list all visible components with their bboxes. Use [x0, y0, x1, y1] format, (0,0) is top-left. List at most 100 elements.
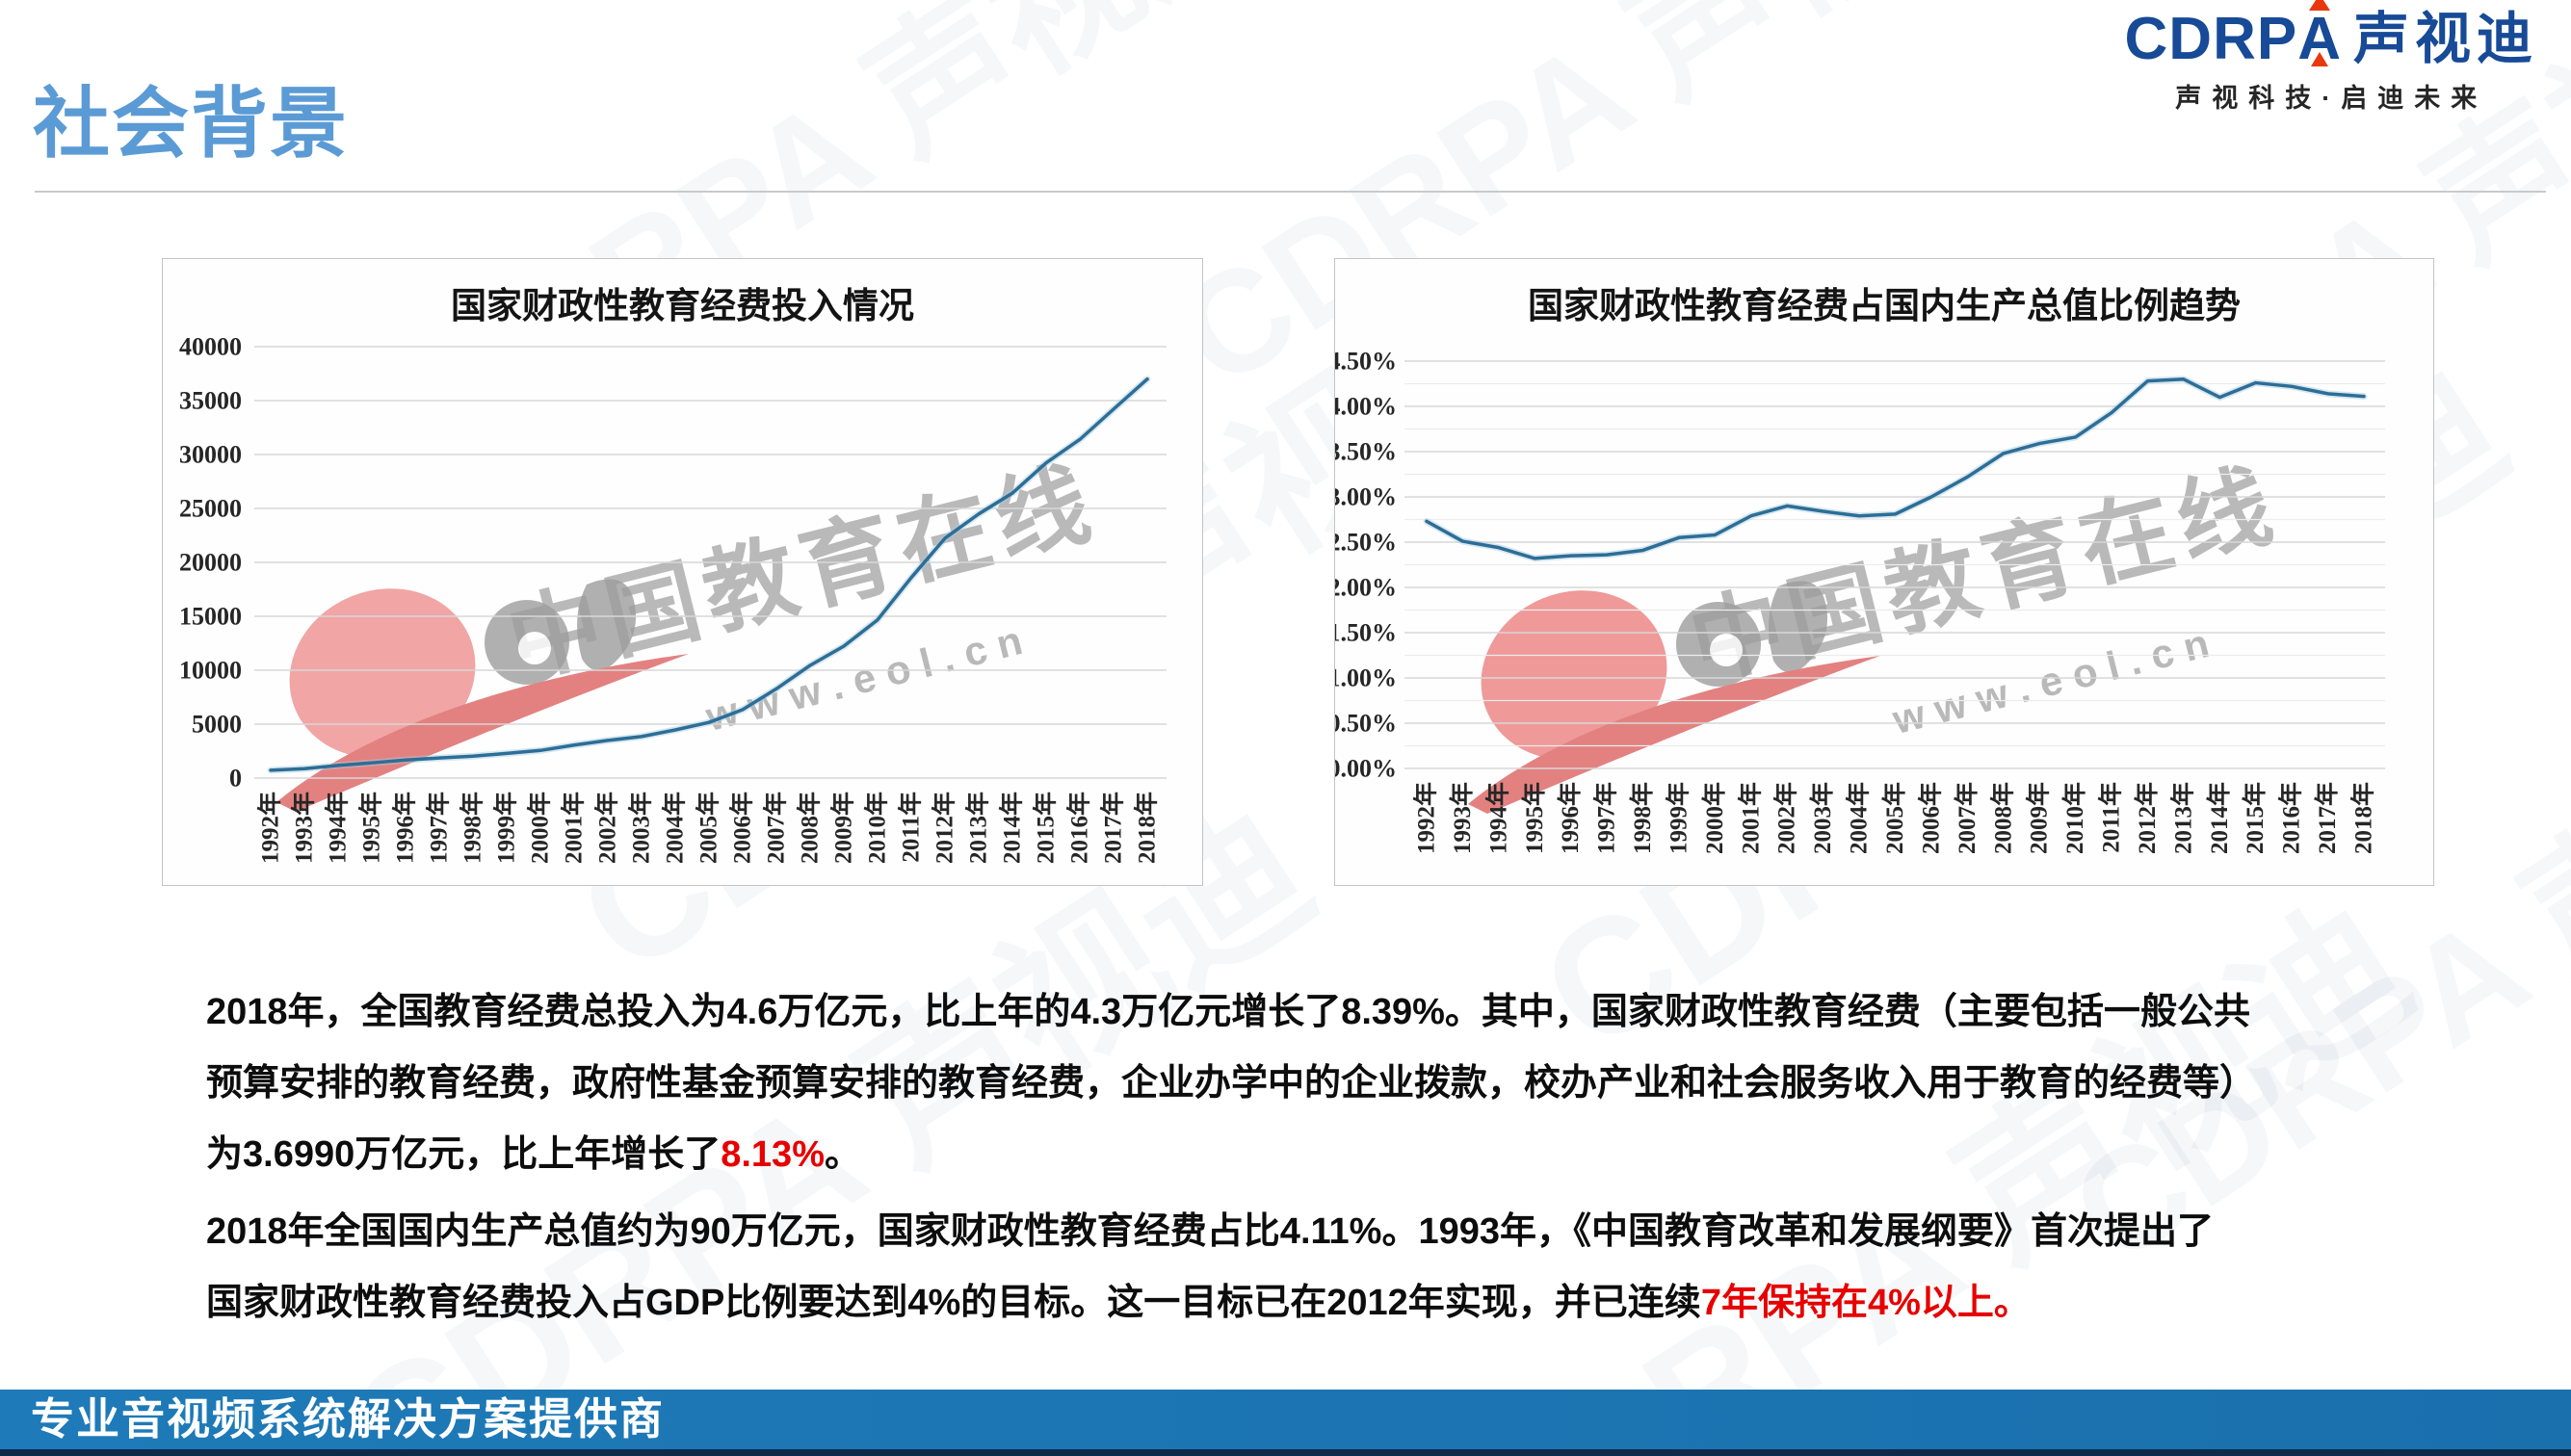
y-axis-labels: 0.00% 0.50% 1.00% 1.50% 2.00% 2.50% 3.00% 3.50%… [1335, 348, 1397, 783]
svg-text:2010年: 2010年 [863, 792, 891, 864]
svg-text:25000: 25000 [179, 495, 242, 523]
svg-text:1995年: 1995年 [1520, 782, 1548, 854]
logo-brand-a: A [2297, 0, 2342, 69]
svg-text:1995年: 1995年 [357, 792, 385, 864]
footer-slogan: 专业音视频系统解决方案提供商 [31, 1394, 666, 1443]
svg-text:2011年: 2011年 [2097, 782, 2125, 853]
svg-text:2018年: 2018年 [2349, 782, 2377, 854]
svg-text:1993年: 1993年 [1448, 782, 1476, 854]
right-chart-title: 国家财政性教育经费占国内生产总值比例趋势 [1528, 287, 2241, 326]
svg-text:15000: 15000 [179, 603, 242, 631]
svg-text:2017年: 2017年 [1099, 792, 1127, 864]
svg-text:2000年: 2000年 [526, 792, 554, 864]
highlight-red-text: 8.13% [721, 1134, 825, 1175]
svg-text:2.00%: 2.00% [1335, 574, 1397, 602]
svg-text:20000: 20000 [179, 549, 242, 577]
svg-text:2012年: 2012年 [931, 792, 958, 864]
svg-text:2014年: 2014年 [2205, 782, 2233, 854]
logo-tagline: 声视科技·启迪未来 [2175, 84, 2488, 113]
svg-text:3.00%: 3.00% [1335, 483, 1397, 511]
svg-text:1994年: 1994年 [1483, 782, 1511, 854]
svg-text:4.00%: 4.00% [1335, 393, 1397, 421]
page-title: 社会背景 [33, 81, 349, 167]
right-chart-card: 中国教育在线 w w w . e o l . c n 国家财政性教育经费占国内生… [1334, 258, 2434, 886]
footer-bar: 专业音视频系统解决方案提供商 [0, 1390, 2571, 1449]
company-logo: CDRP A 声视迪 声视科技·启迪未来 [2124, 0, 2538, 115]
svg-text:2005年: 2005年 [695, 792, 722, 864]
svg-text:2001年: 2001年 [1736, 782, 1764, 854]
x-axis-labels: 1992年 1993年 1994年 1995年 1996年 1997年 1998年 1999年… [1412, 782, 2377, 854]
svg-text:2009年: 2009年 [829, 792, 857, 864]
left-chart-plot: 0 5000 10000 15000 20000 25000 30000 35000 40000… [179, 333, 1167, 864]
paragraph1-line3: 为3.6990万亿元，比上年增长了8.13%。 [206, 1134, 861, 1175]
svg-text:2003年: 2003年 [627, 792, 655, 864]
svg-text:1998年: 1998年 [1628, 782, 1656, 854]
svg-text:2007年: 2007年 [1953, 782, 1981, 854]
svg-text:0.50%: 0.50% [1335, 710, 1397, 738]
svg-text:2015年: 2015年 [2241, 782, 2269, 854]
logo-brand-text: CDRP [2124, 6, 2298, 72]
svg-text:2008年: 2008年 [796, 792, 824, 864]
svg-text:2000年: 2000年 [1700, 782, 1728, 854]
svg-text:2015年: 2015年 [1032, 792, 1060, 864]
paragraph2-line2: 国家财政性教育经费投入占GDP比例要达到4%的目标。这一目标已在2012年实现，… [206, 1283, 2031, 1323]
svg-text:1.50%: 1.50% [1335, 619, 1397, 647]
svg-text:2008年: 2008年 [1988, 782, 2016, 854]
svg-text:1997年: 1997年 [1592, 782, 1620, 854]
svg-text:0.00%: 0.00% [1335, 755, 1397, 783]
svg-text:2004年: 2004年 [661, 792, 689, 864]
svg-text:2009年: 2009年 [2025, 782, 2053, 854]
svg-text:2007年: 2007年 [762, 792, 790, 864]
svg-text:2002年: 2002年 [1772, 782, 1800, 854]
right-chart-plot: 0.00% 0.50% 1.00% 1.50% 2.00% 2.50% 3.00% 3.50%… [1335, 348, 2385, 854]
svg-text:2016年: 2016年 [1065, 792, 1093, 864]
series-line [269, 377, 1149, 772]
svg-text:10000: 10000 [179, 657, 242, 685]
svg-text:2012年: 2012年 [2133, 782, 2161, 854]
gridlines [1404, 360, 2385, 769]
logo-red-triangle-icon [2309, 0, 2331, 11]
svg-text:2004年: 2004年 [1845, 782, 1873, 854]
series-line [1425, 377, 2366, 560]
svg-text:2001年: 2001年 [560, 792, 588, 864]
highlight-red-text: 7年保持在4%以上。 [1700, 1283, 2031, 1323]
logo-brand-cn: 声视迪 [2352, 8, 2538, 70]
x-axis-labels: 1992年 1993年 1994年 1995年 1996年 1997年 1998年 1999年… [256, 792, 1161, 864]
svg-text:2005年: 2005年 [1880, 782, 1908, 854]
svg-text:1996年: 1996年 [1556, 782, 1584, 854]
y-axis-labels: 0 5000 10000 15000 20000 25000 30000 35000 40000 [179, 333, 242, 793]
eol-logo [276, 579, 689, 812]
svg-text:4.50%: 4.50% [1335, 348, 1397, 376]
left-chart-title: 国家财政性教育经费投入情况 [451, 287, 914, 326]
paragraph1-line2: 预算安排的教育经费，政府性基金预算安排的教育经费，企业办学中的企业拨款，校办产业… [206, 1063, 2257, 1104]
svg-text:2016年: 2016年 [2277, 782, 2305, 854]
svg-text:1996年: 1996年 [391, 792, 419, 864]
svg-text:1999年: 1999年 [492, 792, 520, 864]
paragraph1-line1: 2018年，全国教育经费总投入为4.6万亿元，比上年的4.3万亿元增长了8.39… [206, 992, 2250, 1032]
svg-text:2006年: 2006年 [728, 792, 756, 864]
svg-text:40000: 40000 [179, 333, 242, 361]
svg-text:0: 0 [229, 765, 242, 793]
svg-text:2013年: 2013年 [2168, 782, 2196, 854]
svg-text:3.50%: 3.50% [1335, 438, 1397, 466]
title-divider [35, 191, 2546, 193]
svg-text:1992年: 1992年 [256, 792, 284, 864]
svg-text:2010年: 2010年 [2060, 782, 2088, 854]
footer-strip [0, 1449, 2571, 1456]
svg-text:2017年: 2017年 [2313, 782, 2341, 854]
svg-text:2014年: 2014年 [998, 792, 1026, 864]
series-line-halo [267, 376, 1151, 774]
gridlines [254, 346, 1167, 779]
svg-text:35000: 35000 [179, 387, 242, 415]
svg-text:1999年: 1999年 [1664, 782, 1692, 854]
svg-text:5000: 5000 [192, 711, 242, 739]
svg-text:1994年: 1994年 [324, 792, 352, 864]
logo-red-triangle-icon [2311, 52, 2329, 66]
body-text: 2018年，全国教育经费总投入为4.6万亿元，比上年的4.3万亿元增长了8.39… [206, 976, 2441, 1339]
svg-text:1992年: 1992年 [1412, 782, 1440, 854]
svg-text:2011年: 2011年 [897, 792, 925, 863]
svg-text:1998年: 1998年 [459, 792, 486, 864]
paragraph2-line1: 2018年全国国内生产总值约为90万亿元，国家财政性教育经费占比4.11%。19… [206, 1211, 2214, 1252]
svg-text:30000: 30000 [179, 441, 242, 469]
logo-row: CDRP A 声视迪 [2124, 0, 2538, 72]
